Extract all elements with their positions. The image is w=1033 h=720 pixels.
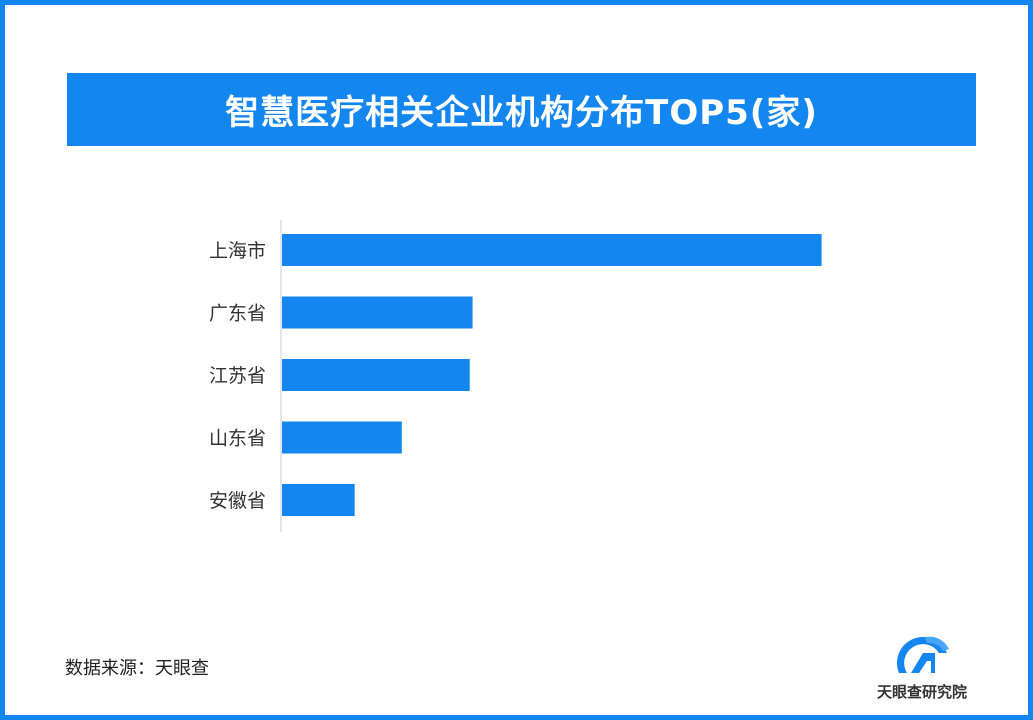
bar-3: [282, 359, 470, 391]
bar-2: [282, 296, 473, 329]
tianyancha-logo-icon: [897, 636, 949, 673]
bar-1: [282, 234, 822, 266]
category-label-3: 江苏省: [209, 365, 266, 387]
category-label-5: 安徽省: [209, 490, 266, 512]
brand-block: 天眼查研究院: [867, 623, 977, 707]
chart-title: 智慧医疗相关企业机构分布TOP5(家): [225, 93, 818, 133]
brand-name: 天眼查研究院: [876, 683, 967, 701]
bar-4: [282, 421, 402, 454]
category-label-2: 广东省: [209, 303, 266, 325]
data-source-note: 数据来源：天眼查: [65, 658, 209, 679]
bars-group: [282, 234, 822, 516]
category-label-1: 上海市: [209, 240, 266, 262]
bar-5: [282, 484, 355, 516]
category-label-4: 山东省: [209, 428, 266, 450]
title-banner: 智慧医疗相关企业机构分布TOP5(家): [67, 73, 976, 146]
